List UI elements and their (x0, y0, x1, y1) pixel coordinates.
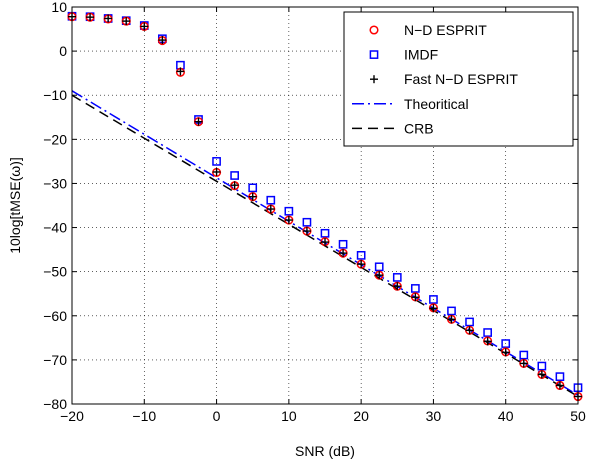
data-point-square (465, 317, 474, 327)
x-tick-label: 30 (426, 408, 442, 424)
data-point-square (411, 284, 420, 293)
legend-entry-label: N−D ESPRIT (404, 22, 487, 38)
data-point-plus (537, 370, 546, 379)
data-point-square (374, 262, 384, 272)
y-tick-label: −10 (43, 87, 67, 103)
data-point-plus (375, 271, 384, 280)
data-point-plus (248, 192, 257, 201)
x-tick-label: 50 (570, 408, 586, 424)
grid (72, 7, 578, 404)
y-tick-label: −80 (43, 396, 67, 412)
data-point-plus (555, 381, 564, 390)
y-tick-label: 0 (59, 43, 67, 59)
data-point-square (248, 183, 258, 193)
y-tick-label: −30 (43, 175, 67, 191)
data-point-plus (158, 36, 167, 45)
x-axis-label: SNR (dB) (295, 443, 355, 459)
y-tick-label: −70 (43, 352, 67, 368)
axis-ticks: −20 −10 0 10 20 30 40 50 10 0 −10 −20 −30 −40 −50 −60 −7… (43, 0, 586, 424)
data-point-square (483, 328, 492, 337)
data-point-square (519, 350, 529, 360)
plot-series (67, 11, 583, 402)
data-point-plus (465, 326, 474, 335)
legend-entry-label: IMDF (404, 47, 438, 63)
x-tick-label: −10 (132, 408, 156, 424)
data-point-plus (519, 359, 528, 368)
data-point-square (537, 361, 547, 371)
data-point-plus (266, 205, 275, 214)
data-point-plus (483, 337, 492, 346)
legend-symbol-square (369, 50, 379, 59)
y-tick-label: −40 (43, 220, 67, 236)
data-point-plus (447, 315, 456, 324)
data-point-plus (104, 14, 113, 23)
data-point-square (212, 157, 221, 166)
data-point-square (320, 228, 330, 238)
data-point-square (302, 217, 312, 227)
data-point-square (555, 372, 565, 382)
data-point-plus (122, 17, 131, 26)
legend-entry-label: Theoritical (404, 96, 469, 112)
data-point-square (429, 295, 438, 304)
data-point-square (447, 306, 456, 316)
x-tick-label: 40 (498, 408, 514, 424)
data-point-square (392, 273, 402, 282)
data-point-plus (176, 67, 185, 76)
data-point-plus (284, 216, 293, 225)
data-point-plus (212, 167, 221, 176)
x-tick-label: 20 (353, 408, 369, 424)
data-point-square (230, 171, 239, 180)
data-point-plus (230, 181, 239, 190)
data-point-plus (194, 117, 203, 126)
axes-frame (71, 6, 579, 405)
data-point-square (338, 239, 348, 249)
x-tick-label: 0 (213, 408, 221, 424)
data-point-plus (357, 260, 366, 269)
legend-symbol-circle (369, 25, 379, 35)
legend-entry-label: CRB (404, 120, 434, 136)
data-point-plus (302, 227, 311, 236)
legend-entry-label: Fast N−D ESPRIT (404, 71, 518, 87)
y-tick-label: −50 (43, 264, 67, 280)
y-axis-label: 10log[tMSE(ω)] (7, 157, 23, 254)
data-point-plus (429, 304, 438, 313)
data-point-square (284, 206, 294, 216)
y-tick-label: −60 (43, 308, 67, 324)
y-tick-label: 10 (51, 0, 67, 15)
legend: N−D ESPRIT IMDF Fast N−D ESPRIT Theoritical… (343, 11, 574, 147)
x-tick-label: −20 (60, 408, 84, 424)
data-point-plus (501, 348, 510, 357)
data-point-square (356, 250, 366, 260)
data-point-plus (339, 249, 348, 258)
y-tick-label: −20 (43, 131, 67, 147)
data-point-plus (321, 238, 329, 247)
x-tick-label: 10 (281, 408, 297, 424)
legend-symbol-plus (370, 75, 378, 84)
data-point-plus (411, 293, 420, 302)
data-point-plus (86, 13, 95, 22)
data-point-square (266, 195, 276, 205)
data-point-plus (393, 282, 402, 291)
data-point-square (501, 339, 511, 348)
legend-box (343, 11, 574, 147)
data-point-plus (140, 22, 149, 31)
